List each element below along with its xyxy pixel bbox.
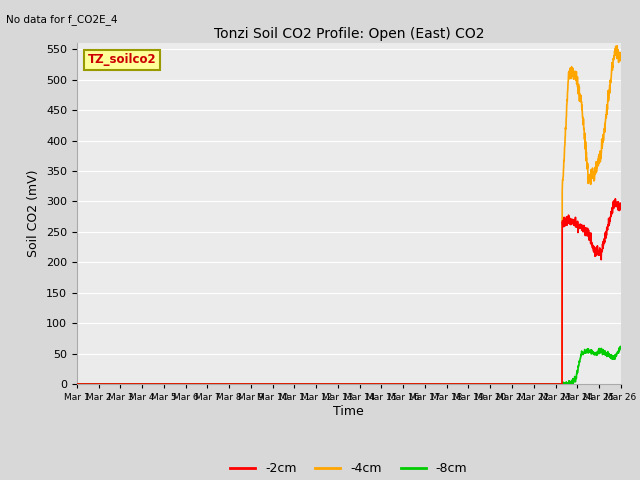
Text: No data for f_CO2E_4: No data for f_CO2E_4	[6, 14, 118, 25]
Title: Tonzi Soil CO2 Profile: Open (East) CO2: Tonzi Soil CO2 Profile: Open (East) CO2	[214, 27, 484, 41]
Y-axis label: Soil CO2 (mV): Soil CO2 (mV)	[28, 170, 40, 257]
Legend: -2cm, -4cm, -8cm: -2cm, -4cm, -8cm	[225, 457, 472, 480]
Text: TZ_soilco2: TZ_soilco2	[88, 53, 156, 66]
X-axis label: Time: Time	[333, 405, 364, 418]
